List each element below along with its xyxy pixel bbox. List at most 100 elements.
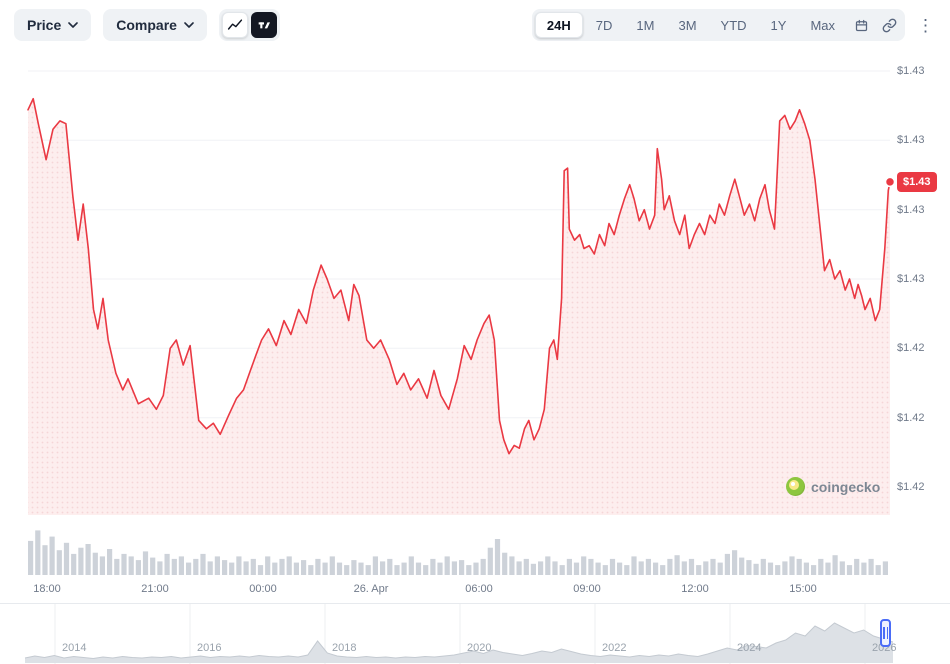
navigator-year-label: 2020: [467, 642, 492, 654]
volume-bar: [394, 565, 400, 575]
volume-bar: [487, 547, 493, 575]
tradingview-button[interactable]: [250, 12, 277, 38]
volume-bar: [552, 561, 558, 575]
volume-bar: [351, 560, 357, 575]
volume-bar: [279, 558, 285, 575]
volume-bar: [767, 562, 774, 575]
x-axis-label: 09:00: [573, 583, 601, 595]
volume-bar: [358, 562, 364, 575]
volume-bar: [286, 556, 292, 575]
price-chart-canvas[interactable]: [0, 55, 950, 600]
volume-bar: [674, 555, 680, 575]
volume-bar: [423, 565, 429, 575]
current-price-dot: [884, 176, 896, 188]
volume-bar: [660, 565, 666, 575]
volume-bar: [760, 558, 766, 575]
price-dropdown[interactable]: Price: [14, 9, 92, 41]
share-link-button[interactable]: [876, 12, 902, 38]
range-button-3m[interactable]: 3M: [667, 12, 707, 38]
volume-bar: [85, 544, 91, 575]
chevron-down-icon: [68, 22, 79, 28]
volume-bar: [617, 562, 623, 575]
volume-bar: [387, 558, 393, 575]
volume-bar: [653, 562, 659, 575]
handle-grip: [886, 627, 888, 639]
volume-bar: [480, 558, 486, 575]
volume-bar: [573, 562, 580, 575]
volume-bar: [200, 553, 206, 575]
volume-bar: [811, 565, 817, 575]
volume-bar: [308, 565, 314, 575]
volume-bar: [832, 555, 838, 575]
compare-dropdown[interactable]: Compare: [103, 9, 207, 41]
volume-bar: [135, 560, 141, 575]
volume-bar: [624, 565, 630, 575]
navigator-year-label: 2014: [62, 642, 87, 654]
navigator-line: [24, 622, 894, 660]
volume-bar: [638, 561, 644, 575]
volume-bar: [157, 561, 163, 575]
volume-bar: [186, 562, 192, 575]
navigator-resize-handle[interactable]: [880, 619, 891, 647]
volume-bar: [401, 562, 407, 575]
volume-bar: [415, 562, 422, 575]
volume-bar: [545, 556, 551, 575]
line-chart-button[interactable]: [221, 12, 248, 38]
range-button-7d[interactable]: 7D: [585, 12, 624, 38]
volume-bar: [538, 561, 544, 575]
price-area: [28, 98, 890, 515]
volume-bar: [782, 561, 788, 575]
volume-bar: [509, 556, 515, 575]
volume-bar: [459, 560, 465, 575]
timeline-navigator[interactable]: 2014 2016 2018 2020 2022 2024 2026: [0, 603, 950, 664]
volume-bar: [775, 565, 781, 575]
x-axis-label: 26. Apr: [353, 583, 389, 595]
calendar-button[interactable]: [848, 12, 874, 38]
x-axis-label: 12:00: [681, 583, 709, 595]
x-axis-label: 06:00: [465, 583, 493, 595]
volume-bar: [451, 561, 457, 575]
more-options-button[interactable]: ⋮: [915, 13, 936, 38]
volume-bar: [164, 553, 170, 575]
navigator-year-label: 2016: [197, 642, 222, 654]
range-button-1y[interactable]: 1Y: [760, 12, 798, 38]
volume-bar: [875, 565, 881, 575]
range-button-1m[interactable]: 1M: [625, 12, 665, 38]
x-axis-label: 21:00: [141, 583, 169, 595]
volume-bar: [293, 562, 299, 575]
time-range-group: 24H 7D 1M 3M YTD 1Y Max: [531, 9, 905, 41]
volume-bar: [595, 562, 601, 575]
volume-bar: [128, 556, 134, 575]
volume-bar: [803, 562, 809, 575]
volume-bar: [229, 562, 235, 575]
volume-bar: [365, 565, 371, 575]
volume-bar: [272, 562, 278, 575]
navigator-year-label: 2024: [737, 642, 762, 654]
volume-bar: [344, 565, 350, 575]
navigator-canvas[interactable]: [0, 604, 950, 664]
range-button-ytd[interactable]: YTD: [710, 12, 758, 38]
volume-bar: [523, 558, 529, 575]
volume-bar: [566, 558, 572, 575]
range-button-24h[interactable]: 24H: [534, 12, 583, 38]
volume-bar: [861, 562, 867, 575]
volume-bar: [868, 558, 874, 575]
volume-bar: [301, 560, 307, 575]
chart-type-toggle: [218, 9, 280, 41]
volume-bar: [243, 561, 249, 575]
volume-bar: [121, 553, 127, 575]
volume-bar: [71, 553, 77, 575]
volume-bar: [724, 553, 730, 575]
volume-bar: [667, 558, 673, 575]
volume-bar: [796, 558, 802, 575]
volume-bar: [28, 540, 34, 575]
range-button-max[interactable]: Max: [799, 12, 846, 38]
volume-bar: [516, 561, 522, 575]
volume-bar: [588, 558, 594, 575]
volume-bar: [257, 565, 264, 575]
volume-bar: [846, 565, 853, 575]
volume-bar: [107, 549, 113, 575]
volume-bar: [193, 558, 199, 575]
volume-bar: [236, 556, 242, 575]
coingecko-watermark-text: coingecko: [811, 478, 881, 495]
